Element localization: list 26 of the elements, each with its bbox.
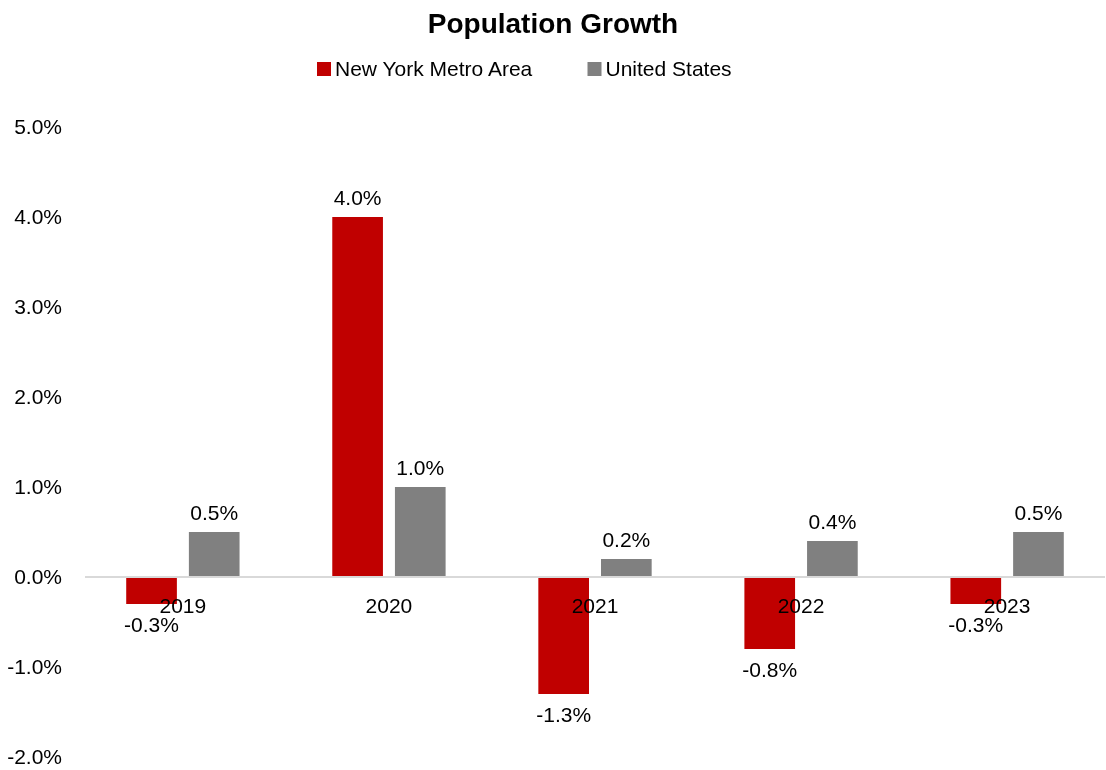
chart-title: Population Growth	[427, 8, 679, 39]
data-label: 0.5%	[1014, 501, 1063, 524]
data-label: 0.4%	[808, 510, 857, 533]
y-tick-label: 0.0%	[14, 565, 62, 588]
bar	[807, 541, 858, 577]
y-tick-label: 2.0%	[14, 385, 62, 408]
data-label: 1.0%	[396, 456, 445, 479]
bar	[394, 487, 446, 577]
data-label: 0.2%	[602, 528, 651, 551]
bar	[1013, 532, 1064, 577]
y-tick-label: 5.0%	[14, 115, 62, 138]
x-tick-label: 2020	[365, 594, 413, 617]
y-tick-label: -2.0%	[7, 745, 62, 768]
bar	[601, 559, 652, 577]
legend-label: New York Metro Area	[335, 57, 533, 80]
y-tick-label: 1.0%	[14, 475, 62, 498]
data-label: -0.8%	[742, 658, 798, 681]
data-label: 4.0%	[333, 186, 382, 209]
bar	[332, 217, 383, 577]
y-tick-label: -1.0%	[7, 655, 62, 678]
legend-label: United States	[605, 57, 732, 80]
data-label: 0.5%	[190, 501, 239, 524]
y-tick-label: 3.0%	[14, 295, 62, 318]
bar	[188, 532, 240, 577]
y-tick-label: 4.0%	[14, 205, 62, 228]
data-label: -1.3%	[536, 703, 592, 726]
